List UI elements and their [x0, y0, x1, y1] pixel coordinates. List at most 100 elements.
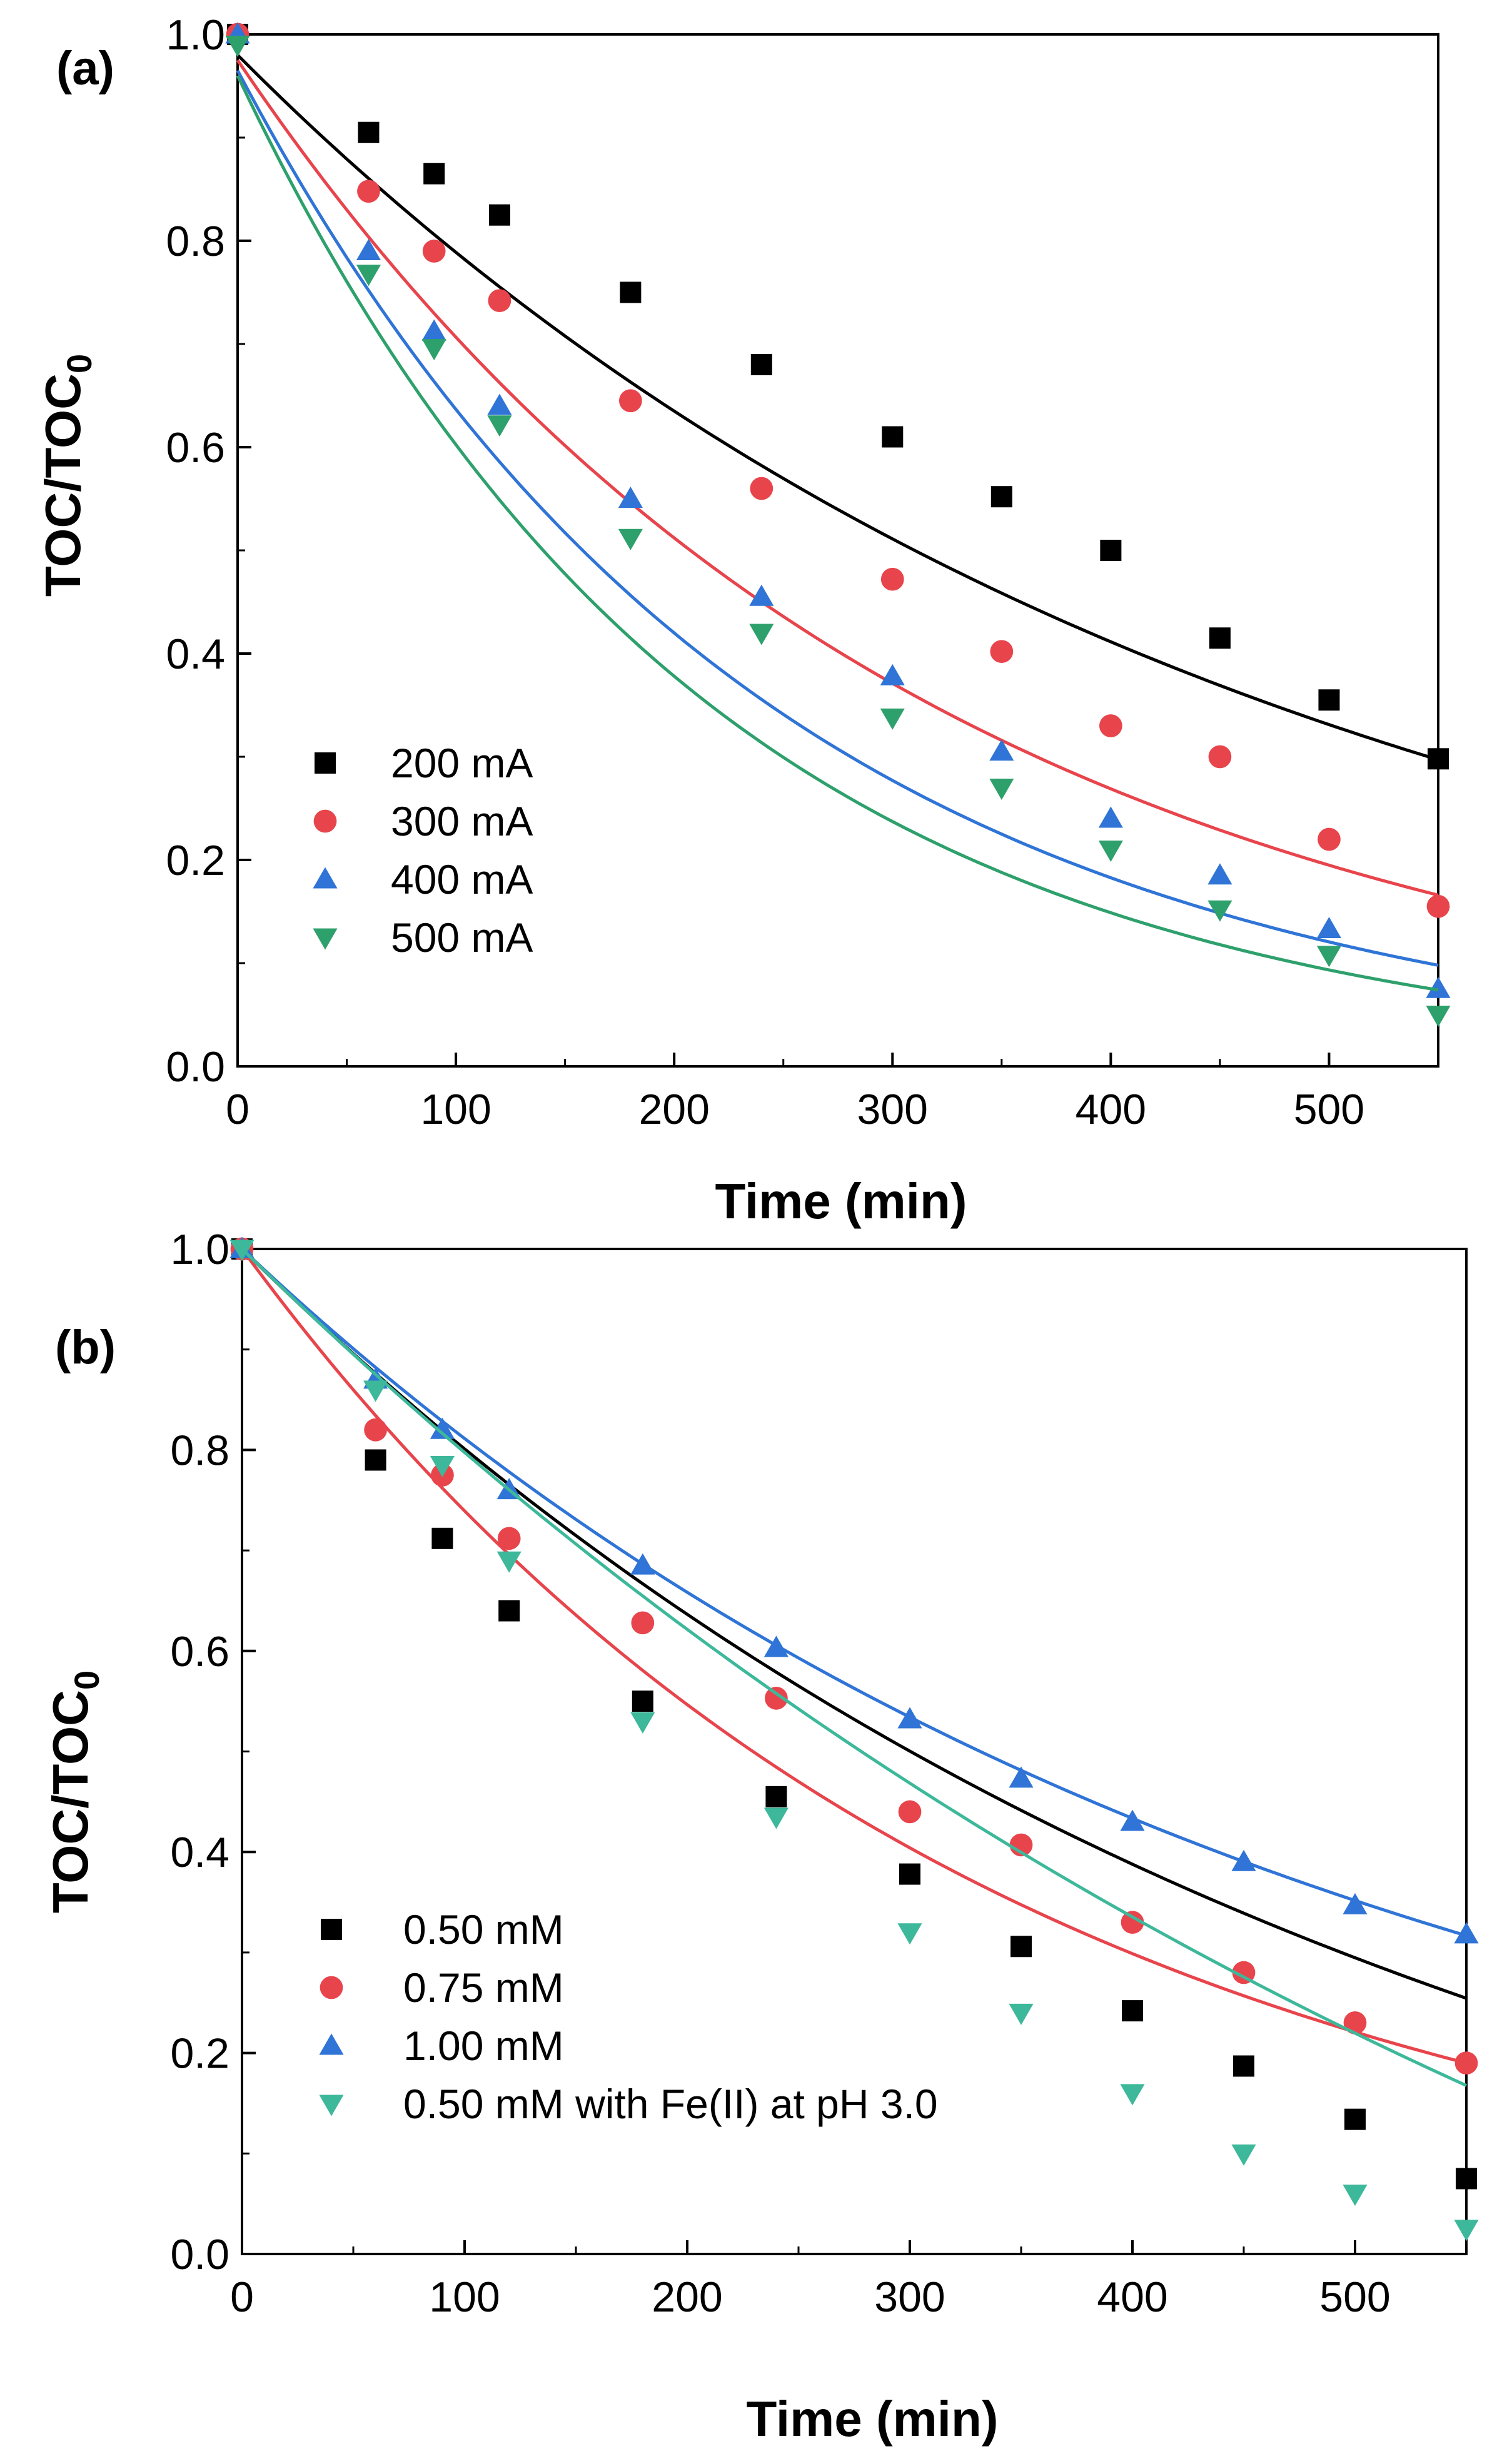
panel-a-data-point [1099, 714, 1122, 737]
panel-a-data-point [880, 567, 904, 591]
panel-b-y-tick-label: 1.0 [170, 1226, 229, 1273]
panel-b-y-tick-label: 0.0 [170, 2231, 229, 2278]
panel-b-x-tick-label: 200 [652, 2273, 722, 2321]
panel-a-data-point [882, 426, 904, 448]
panel-b-y-tick-label: 0.2 [170, 2030, 229, 2078]
panel-a-data-point [880, 708, 905, 730]
panel-a-y-tick-label: 0.2 [166, 837, 225, 884]
panel-b-y-title: TOC/TOC0 [43, 1670, 106, 1913]
panel-b-data-point [630, 1553, 655, 1575]
panel-b-data-point [1121, 1911, 1144, 1934]
panel-a-x-tick-label: 500 [1294, 1086, 1364, 1133]
panel-b-data-point [497, 1527, 521, 1550]
panel-a-fit-line-2 [236, 59, 1439, 897]
panel-a-data-point [356, 265, 381, 286]
panel-b-fit-line-4 [241, 1248, 1468, 2087]
panel-a-data-point [749, 584, 774, 606]
panel-a-data-point [1100, 540, 1122, 561]
panel-a-data-point [1428, 748, 1449, 770]
panel-b-ylabel-text: TOC/TOC [43, 1690, 98, 1913]
panel-b-legend-label: 1.00 mM [403, 2023, 564, 2069]
panel-a-y-axis: 0.0 0.2 0.4 0.6 0.8 1.0 [166, 11, 251, 1091]
panel-a-y-tick-label: 0.0 [166, 1043, 225, 1091]
svg-text:TOC/TOC0: TOC/TOC0 [35, 354, 99, 597]
panel-a-x-tick-label: 400 [1076, 1086, 1146, 1133]
panel-b-x-tick-label: 300 [874, 2273, 945, 2321]
panel-b-data-point [1009, 1766, 1034, 1788]
panel-a-data-point [422, 240, 446, 263]
panel-a-data-point [989, 739, 1014, 761]
panel-b-y-axis: 0.0 0.2 0.4 0.6 0.8 1.0 [170, 1226, 256, 2278]
panel-a-data-point [1316, 946, 1342, 968]
panel-a-fit-line-4 [236, 74, 1439, 992]
panel-a-data-point [618, 528, 643, 550]
panel-a-x-tick-label: 200 [638, 1086, 709, 1133]
panel-a-data-point [421, 319, 446, 341]
panel-a-fit-line-3 [236, 69, 1439, 967]
panel-a-x-axis: 0 100 200 300 400 500 [226, 1053, 1364, 1133]
panel-a-xlabel: Time (min) [715, 1173, 967, 1229]
panel-b-data-point [365, 1449, 386, 1471]
panel-a-y-tick-label: 0.6 [166, 424, 225, 472]
panel-b-data-point [364, 1418, 387, 1442]
panel-b-data-point [1343, 2011, 1367, 2034]
panel-a-data-point [423, 163, 445, 184]
panel-b-data-point [765, 1686, 788, 1710]
panel-b-data-point [1122, 2000, 1143, 2022]
panel-b-data-point [764, 1635, 789, 1657]
panel-a-series-1 [227, 24, 1449, 770]
panel-b-legend: 0.50 mM 0.75 mM 1.00 mM 0.50 mM with Fe(II)… [319, 1906, 938, 2127]
panel-b-data-point [1231, 1849, 1256, 1871]
panel-a-data-point [1316, 917, 1342, 938]
panel-a-legend-label: 400 mA [391, 856, 533, 902]
panel-a-data-point [749, 624, 774, 645]
panel-a-legend-marker [313, 867, 338, 889]
panel-a-legend-label: 500 mA [391, 914, 533, 961]
panel-a-data-point [1208, 745, 1232, 769]
panel-b-data-point [1456, 2168, 1477, 2190]
panel-a-ylabel-text: TOC/TOC [35, 373, 91, 597]
panel-b-data-point [1120, 2084, 1145, 2106]
panel-a-data-point [990, 486, 1012, 508]
panel-b-data-point [1120, 1809, 1145, 1831]
panel-a-data-point [750, 354, 772, 375]
panel-b-fit-line-3 [241, 1248, 1467, 1938]
panel-b-data-point [764, 1807, 789, 1829]
panel-b-data-point [630, 1712, 655, 1734]
panel-a-legend-label: 300 mA [391, 798, 533, 844]
panel-b-data-point [897, 1707, 922, 1729]
panel-b-data-point [897, 1923, 922, 1945]
panel-b-series-3 [229, 1236, 1479, 1944]
panel-b-series-4 [229, 1240, 1479, 2241]
panel-b-x-tick-label: 0 [230, 2273, 254, 2321]
panel-a-data-point [487, 415, 512, 437]
panel-b-x-tick-label: 500 [1319, 2273, 1390, 2321]
panel-a-y-tick-label: 0.4 [166, 630, 225, 678]
panel-a-data-point [1426, 894, 1450, 918]
panel-b-data-point [431, 1527, 453, 1549]
panel-b-x-tick-label: 400 [1097, 2273, 1167, 2321]
panel-b-x-axis: 0 100 200 300 400 500 [230, 2240, 1391, 2321]
panel-a-legend-label: 200 mA [391, 740, 533, 786]
panel-a-data-point [487, 393, 512, 415]
panel-b-data-point [1343, 1893, 1368, 1914]
panel-b-data-point [632, 1690, 653, 1712]
panel-a-ylabel-sub: 0 [59, 354, 99, 373]
panel-b-data-point [1009, 2003, 1034, 2025]
panel-b-fit-line-1 [241, 1248, 1467, 2000]
panel-b-data-point [898, 1800, 922, 1824]
panel-a-y-title: TOC/TOC0 [35, 354, 99, 597]
panel-a-data-point [1098, 806, 1123, 828]
panel-b-data-point [363, 1380, 388, 1402]
panel-b-data-point [430, 1417, 455, 1439]
panel-a-legend-marker [313, 928, 338, 950]
panel-a-x-tick-label: 100 [420, 1086, 491, 1133]
panel-b-xlabel: Time (min) [746, 2391, 998, 2447]
panel-a-legend-marker [313, 809, 337, 833]
panel-a-data-point [357, 179, 380, 203]
panel-a-data-point [225, 36, 250, 58]
panel-b-legend-marker [319, 2095, 344, 2116]
panel-b-data-point [1344, 2108, 1366, 2130]
panel-a-data-point [1426, 1006, 1451, 1028]
